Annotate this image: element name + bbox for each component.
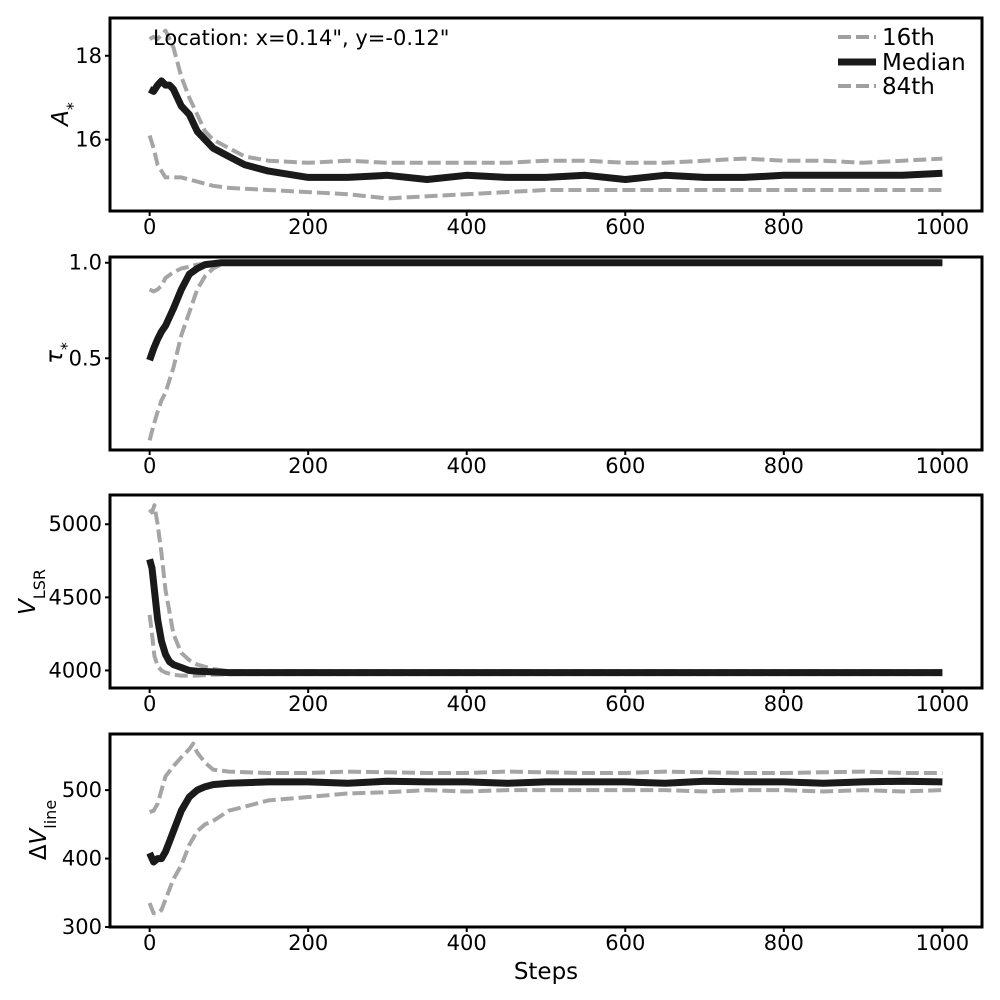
ylabel-line-width: ΔVline [26,800,60,860]
series-group [146,741,943,916]
x-tick-label: 800 [764,692,804,716]
series-line-16th [147,260,943,441]
plot-frame [108,255,984,452]
x-tick-label: 0 [143,931,156,955]
x-tick-label: 0 [143,454,156,478]
ylabel-amplitude: A* [48,102,82,128]
x-tick-label: 200 [288,692,328,716]
plot-frame [108,16,984,213]
series-line-16th [147,134,943,201]
x-tick-label: 400 [447,931,487,955]
y-tick-label: 4000 [49,658,102,682]
series-line-84th [148,260,943,294]
series-line-84th [148,28,943,165]
series-line-16th [147,614,943,678]
x-tick-label: 600 [605,931,645,955]
xlabel-steps: Steps [514,959,578,985]
x-tick-label: 600 [605,454,645,478]
y-tick-label: 16 [75,128,102,152]
x-tick-label: 0 [143,692,156,716]
series-group [146,259,943,441]
series-line-median [146,558,943,677]
panel-velocity-lsr: 0 200 400 600 800 1000 4000 4500 5000 [49,493,984,716]
panel-amplitude: 0 200 400 600 800 1000 16 18 [75,16,984,239]
series-line-84th [148,503,943,674]
x-tick-label: 600 [605,692,645,716]
x-tick-label: 400 [447,215,487,239]
x-tick-label: 200 [288,215,328,239]
series-line-median [146,259,943,362]
plot-frame [108,732,984,929]
panel-optical-depth: 0 200 400 600 800 1000 0.5 1.0 [69,251,984,478]
legend-label-16th: 16th [882,25,935,51]
panel-line-width: 0 200 400 600 800 1000 300 400 500 [62,732,984,955]
legend-label-84th: 84th [882,74,935,100]
y-tick-label: 300 [62,915,102,939]
series-line-16th [147,788,943,916]
x-tick-label: 1000 [916,454,969,478]
series-line-median [147,77,943,183]
series-line-84th [148,741,943,814]
y-tick-label: 1.0 [69,251,102,275]
x-tick-label: 600 [605,215,645,239]
location-annotation: Location: x=0.14", y=-0.12" [153,26,449,50]
x-tick-label: 0 [143,215,156,239]
x-tick-label: 1000 [916,215,969,239]
x-tick-label: 400 [447,692,487,716]
y-tick-label: 0.5 [69,346,102,370]
x-tick-label: 1000 [916,931,969,955]
y-tick-label: 400 [62,847,102,871]
series-group [146,503,943,678]
x-tick-label: 200 [288,931,328,955]
series-line-median [146,777,943,866]
y-tick-label: 500 [62,778,102,802]
x-tick-label: 1000 [916,692,969,716]
y-tick-label: 5000 [49,512,102,536]
legend: 16th Median 84th [838,25,966,100]
x-tick-label: 800 [764,931,804,955]
y-tick-label: 18 [75,44,102,68]
ylabel-velocity-lsr: VLSR [15,569,49,615]
series-group [147,28,943,201]
plot-frame [108,493,984,690]
x-tick-label: 800 [764,215,804,239]
legend-label-median: Median [882,50,966,76]
x-tick-label: 200 [288,454,328,478]
y-tick-label: 4500 [49,585,102,609]
x-tick-label: 400 [447,454,487,478]
x-tick-label: 800 [764,454,804,478]
